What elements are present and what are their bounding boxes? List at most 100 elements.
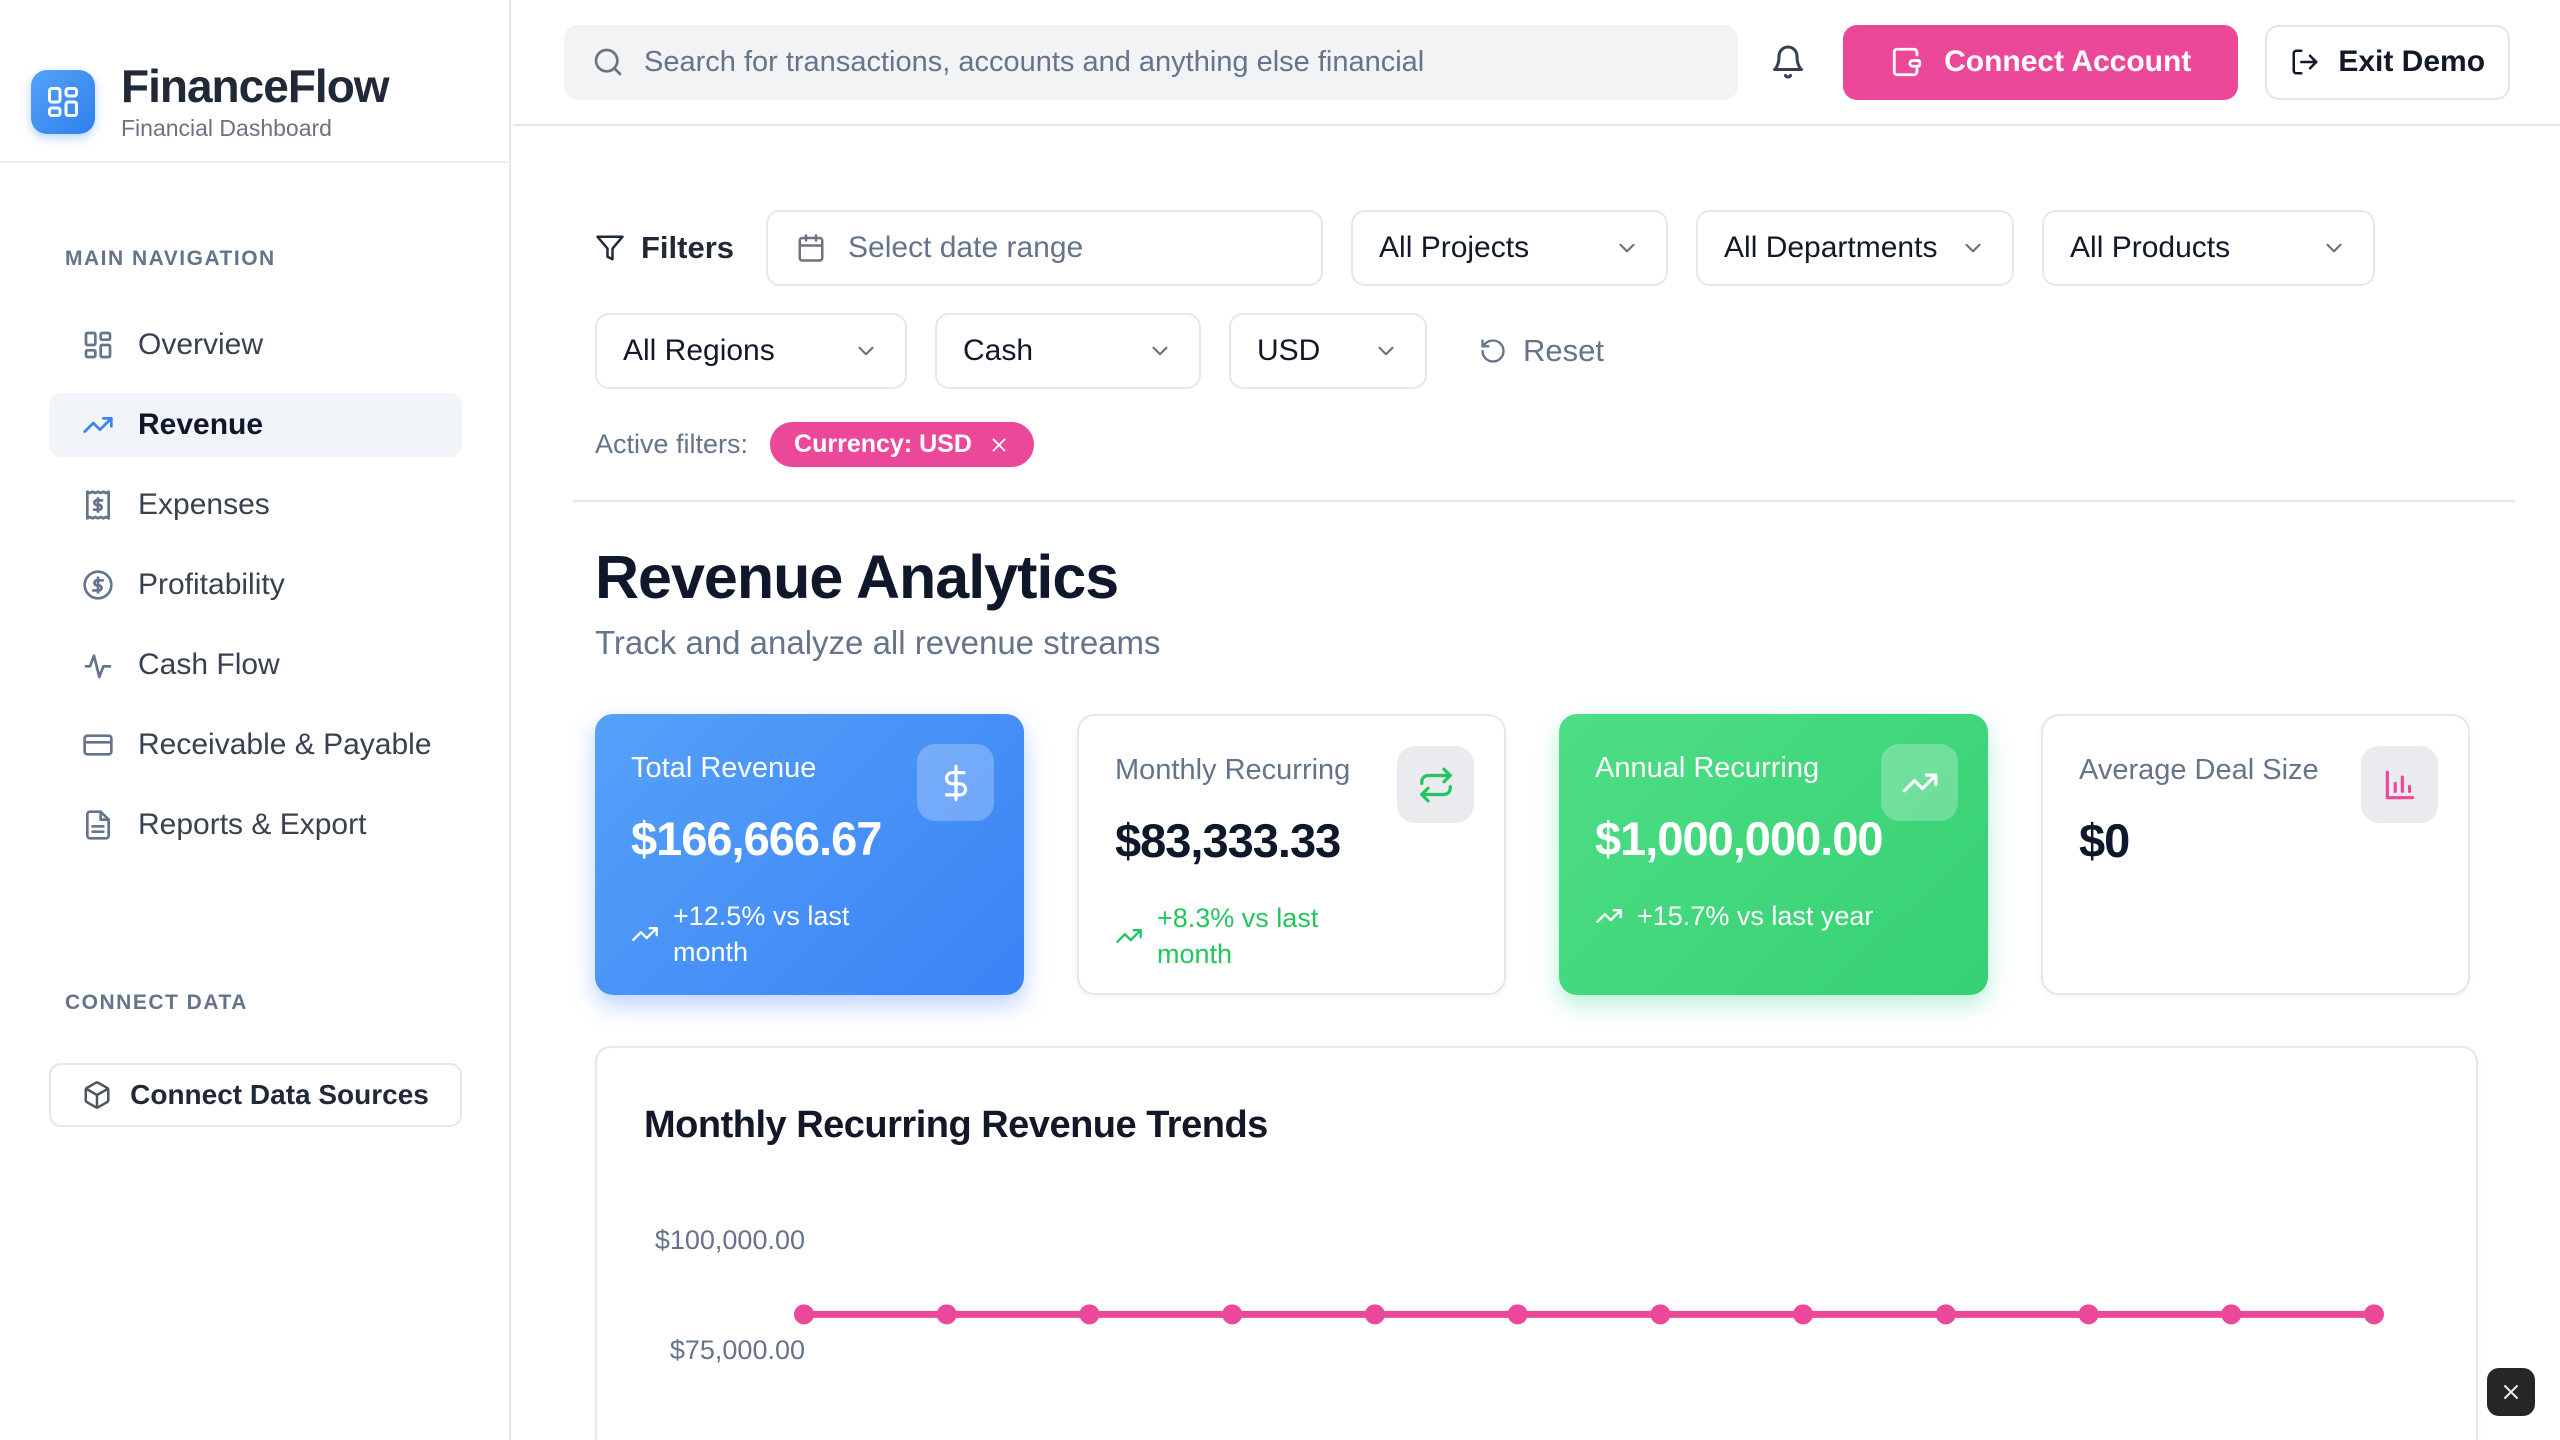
date-range-placeholder: Select date range — [848, 231, 1084, 264]
trending-up-icon — [1116, 929, 1142, 944]
departments-select[interactable]: All Departments — [1696, 210, 2015, 286]
chevron-down-icon — [1619, 243, 1635, 253]
mrr-trends-chart-card: Monthly Recurring Revenue Trends $100,00… — [595, 1046, 2478, 1440]
file-text-icon — [86, 810, 110, 840]
data-point — [2364, 1304, 2384, 1325]
stat-change: +12.5% vs last month — [631, 898, 891, 971]
data-point — [936, 1304, 957, 1325]
y-axis-tick-label: $100,000.00 — [654, 1225, 805, 1255]
exit-demo-label: Exit Demo — [2338, 45, 2486, 78]
data-point — [1079, 1304, 1100, 1325]
stat-card-monthly-recurring: Monthly Recurring $83,333.33 +8.3% vs la… — [1077, 714, 1506, 995]
connect-data-sources-label: Connect Data Sources — [130, 1079, 429, 1110]
sidebar-item-profitability[interactable]: Profitability — [49, 553, 462, 617]
stat-card-average-deal-size: Average Deal Size $0 — [2041, 714, 2470, 995]
sidebar: FinanceFlow Financial Dashboard MAIN NAV… — [0, 0, 511, 1440]
projects-select[interactable]: All Projects — [1351, 210, 1669, 286]
search-input[interactable] — [644, 45, 1711, 79]
sidebar-item-expenses[interactable]: Expenses — [49, 473, 462, 537]
dashboard-grid-icon — [48, 86, 78, 117]
data-point — [1507, 1304, 1528, 1325]
stat-cards: Total Revenue $166,666.67 +12.5% vs last… — [513, 662, 2560, 995]
stat-card-total-revenue: Total Revenue $166,666.67 +12.5% vs last… — [595, 714, 1024, 995]
line-chart — [794, 1304, 2384, 1325]
sidebar-item-label: Reports & Export — [138, 808, 367, 841]
data-point — [1222, 1304, 1243, 1325]
connect-data-sources-button[interactable]: Connect Data Sources — [49, 1063, 462, 1127]
sidebar-item-receivable-payable[interactable]: Receivable & Payable — [49, 713, 462, 777]
app-title: FinanceFlow — [121, 59, 390, 112]
remove-filter-icon[interactable] — [988, 434, 1010, 456]
sidebar-item-label: Overview — [138, 328, 264, 361]
chevron-down-icon — [1378, 346, 1394, 356]
chevron-down-icon — [1152, 346, 1168, 356]
connect-account-button[interactable]: Connect Account — [1843, 24, 2239, 100]
sidebar-item-label: Cash Flow — [138, 648, 280, 681]
sidebar-item-label: Profitability — [138, 568, 285, 601]
sidebar-item-revenue[interactable]: Revenue — [49, 393, 462, 457]
rotate-ccw-icon — [1481, 339, 1505, 363]
reset-filters-button[interactable]: Reset — [1479, 333, 1604, 369]
bell-icon — [1773, 45, 1804, 79]
bar-chart-icon — [2385, 770, 2414, 799]
notifications-button[interactable] — [1760, 34, 1816, 90]
circle-dollar-icon — [83, 570, 113, 600]
connect-data-heading: CONNECT DATA — [65, 991, 248, 1014]
topbar: Connect Account Exit Demo — [513, 0, 2560, 126]
mrr-chart-plot: $100,000.00$75,000.00$50,000.00 — [597, 1048, 2476, 1440]
active-filters-label: Active filters: — [595, 429, 749, 459]
global-search[interactable] — [564, 24, 1739, 100]
products-select[interactable]: All Products — [2042, 210, 2376, 286]
app-tagline: Financial Dashboard — [121, 115, 332, 142]
data-point — [1935, 1304, 1956, 1325]
active-filter-chip-currency: Currency: USD — [770, 422, 1034, 467]
credit-card-icon — [83, 734, 113, 756]
data-point — [1364, 1304, 1385, 1325]
wallet-icon — [1892, 47, 1922, 77]
sidebar-item-overview[interactable]: Overview — [49, 313, 462, 377]
currency-select[interactable]: USD — [1229, 313, 1427, 389]
repeat-icon — [1419, 767, 1452, 802]
filters-divider — [573, 500, 2515, 502]
filters-section: Filters Select date range All Projects A… — [513, 126, 2560, 502]
stat-badge — [1397, 746, 1474, 823]
app-logo: FinanceFlow Financial Dashboard — [0, 0, 509, 161]
sidebar-item-label: Receivable & Payable — [138, 728, 432, 761]
connect-account-label: Connect Account — [1944, 45, 2192, 78]
regions-select[interactable]: All Regions — [595, 313, 907, 389]
date-range-input[interactable]: Select date range — [766, 210, 1324, 286]
stat-change: +15.7% vs last year — [1595, 898, 1935, 934]
trending-up-icon — [632, 927, 658, 942]
main-navigation-heading: MAIN NAVIGATION — [65, 247, 276, 270]
log-out-icon — [2292, 49, 2318, 75]
data-point — [2078, 1304, 2099, 1325]
page-title: Revenue Analytics — [595, 543, 1119, 611]
app-logo-badge — [31, 69, 95, 134]
receipt-icon — [86, 490, 110, 520]
sidebar-item-reports-export[interactable]: Reports & Export — [49, 793, 462, 857]
main-area: Connect Account Exit Demo Filters S — [513, 0, 2560, 1440]
stat-badge — [2361, 746, 2438, 823]
chevron-down-icon — [2326, 243, 2342, 253]
sidebar-item-cash-flow[interactable]: Cash Flow — [49, 633, 462, 697]
data-point — [794, 1304, 814, 1325]
activity-pulse-icon — [84, 654, 112, 679]
close-overlay-button[interactable] — [2487, 1368, 2535, 1416]
stat-change: +8.3% vs last month — [1115, 900, 1375, 973]
page-header: Revenue Analytics Track and analyze all … — [513, 502, 2560, 662]
funnel-icon — [596, 235, 624, 261]
close-icon — [2504, 1385, 2518, 1399]
payment-type-select[interactable]: Cash — [935, 313, 1201, 389]
dashboard-grid-icon — [84, 331, 112, 359]
trending-up-icon — [1902, 773, 1937, 792]
stat-badge — [1881, 744, 1958, 821]
cube-icon — [84, 1081, 110, 1109]
stat-badge — [917, 744, 994, 821]
exit-demo-button[interactable]: Exit Demo — [2265, 24, 2510, 100]
dollar-sign-icon — [944, 764, 967, 801]
main-navigation: Overview Revenue Expenses Profitability — [0, 313, 509, 857]
calendar-icon — [798, 234, 824, 262]
search-icon — [594, 48, 622, 76]
chevron-down-icon — [858, 346, 874, 356]
trending-up-icon — [83, 417, 113, 433]
